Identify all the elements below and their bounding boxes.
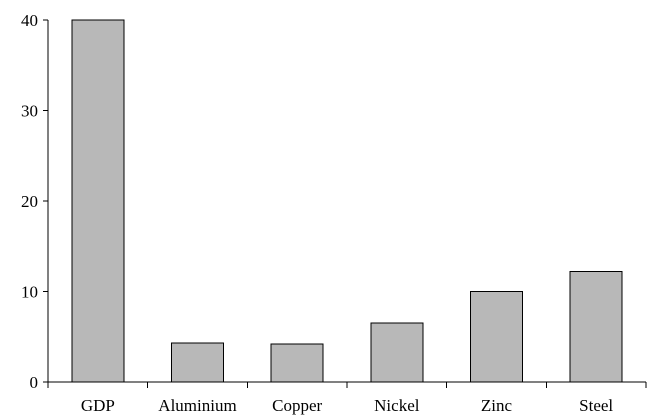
x-axis-ticks: GDP Aluminium Copper Nickel Zinc Steel	[47, 382, 647, 415]
y-tick-label: 40	[21, 11, 38, 30]
y-tick-label: 0	[30, 373, 39, 392]
x-tick-label: Copper	[272, 396, 322, 415]
plot-area: 0 10 20 30 40 GDP Aluminium Copper Nickel Zinc St…	[21, 11, 647, 415]
x-tick-label: GDP	[81, 396, 115, 415]
y-tick-label: 20	[21, 192, 38, 211]
bar-zinc	[470, 291, 523, 383]
bar-copper	[270, 343, 324, 383]
y-tick-label: 30	[21, 102, 38, 121]
y-tick-label: 10	[21, 283, 38, 302]
x-tick-label: Steel	[579, 396, 613, 415]
bars-group	[71, 19, 623, 383]
bar-steel	[569, 271, 623, 383]
y-axis-ticks: 0 10 20 30 40	[21, 11, 48, 392]
bar-gdp	[71, 19, 125, 383]
x-tick-label: Zinc	[481, 396, 513, 415]
bar-aluminium	[171, 342, 224, 383]
x-tick-label: Nickel	[374, 396, 420, 415]
bar-nickel	[370, 322, 424, 383]
x-tick-label: Aluminium	[158, 396, 236, 415]
